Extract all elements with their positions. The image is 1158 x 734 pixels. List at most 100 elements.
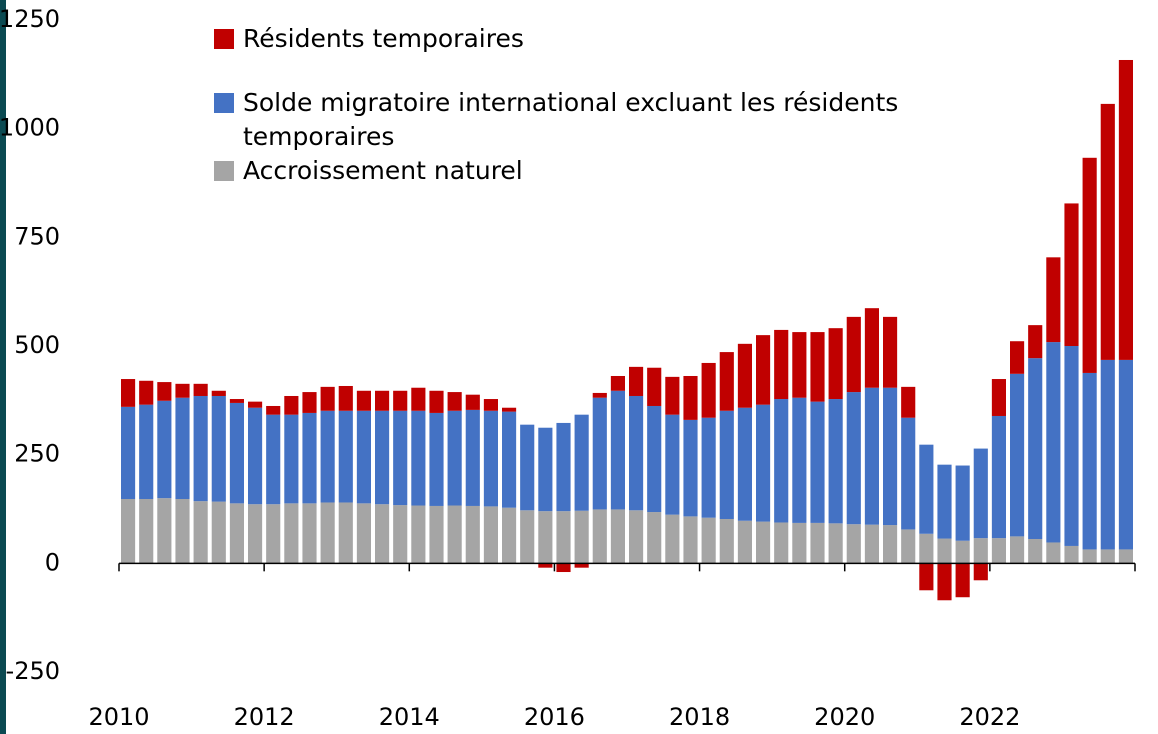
- bar: [139, 380, 154, 405]
- bar: [429, 390, 444, 413]
- bar: [955, 540, 970, 564]
- x-tick-label: 2012: [234, 703, 295, 731]
- bar: [229, 402, 244, 504]
- bar: [1046, 342, 1061, 543]
- y-tick-label: 1000: [0, 114, 60, 142]
- bar: [1010, 341, 1025, 374]
- bar: [792, 397, 807, 523]
- legend-item: Résidents temporaires: [214, 22, 983, 56]
- bar: [338, 502, 353, 564]
- bar: [955, 465, 970, 541]
- bar: [991, 379, 1006, 416]
- bar: [538, 563, 553, 568]
- bar: [610, 509, 625, 564]
- bar: [483, 399, 498, 411]
- bar: [556, 563, 571, 573]
- bar: [864, 387, 879, 525]
- bar: [647, 405, 662, 513]
- bar: [756, 335, 771, 405]
- bar: [937, 563, 952, 601]
- legend-label: Accroissement naturel: [243, 156, 523, 185]
- bar: [574, 563, 589, 568]
- bar: [229, 399, 244, 403]
- bar: [465, 394, 480, 410]
- bar: [284, 503, 299, 564]
- bar: [139, 499, 154, 564]
- bar: [1100, 549, 1115, 564]
- bar: [665, 414, 680, 515]
- bar: [483, 410, 498, 507]
- bar: [465, 409, 480, 506]
- bar: [683, 375, 698, 420]
- bar: [502, 507, 517, 564]
- bar: [810, 332, 825, 402]
- y-tick-label: -250: [6, 657, 60, 685]
- bar: [175, 397, 190, 500]
- bar: [411, 387, 426, 411]
- bar: [1118, 549, 1133, 564]
- bar: [846, 524, 861, 564]
- bar: [447, 392, 462, 411]
- bar: [901, 529, 916, 564]
- bar: [338, 385, 353, 411]
- bar: [1028, 538, 1043, 564]
- bar: [538, 427, 553, 512]
- bar: [683, 516, 698, 564]
- x-tick-label: 2010: [88, 703, 149, 731]
- bar: [266, 405, 281, 415]
- bar: [991, 538, 1006, 564]
- legend-swatch: [214, 93, 234, 113]
- x-tick-label: 2014: [379, 703, 440, 731]
- bar: [901, 386, 916, 418]
- bar: [121, 406, 136, 500]
- bar: [556, 511, 571, 564]
- legend-label: Solde migratoire international excluant …: [243, 88, 899, 151]
- bar: [1082, 157, 1097, 373]
- bar: [1028, 358, 1043, 539]
- bar: [864, 308, 879, 388]
- bar: [429, 505, 444, 564]
- bar: [520, 510, 535, 564]
- bar: [883, 316, 898, 388]
- bar: [973, 448, 988, 539]
- bar: [211, 501, 226, 564]
- bar: [1064, 203, 1079, 346]
- bar: [520, 424, 535, 511]
- bar: [121, 379, 136, 407]
- bar: [1082, 372, 1097, 550]
- bar: [592, 392, 607, 398]
- bar: [592, 509, 607, 564]
- bar: [828, 523, 843, 564]
- bar: [701, 517, 716, 564]
- bar: [991, 415, 1006, 539]
- bar: [538, 511, 553, 564]
- bar: [937, 538, 952, 564]
- bar: [211, 390, 226, 396]
- bar: [284, 395, 299, 415]
- bar: [846, 392, 861, 525]
- bar: [502, 407, 517, 412]
- bar: [266, 414, 281, 505]
- bar: [502, 411, 517, 508]
- bar: [955, 563, 970, 598]
- bar: [320, 410, 335, 503]
- bar: [719, 518, 734, 564]
- bar: [756, 404, 771, 522]
- bar: [719, 352, 734, 411]
- bar: [683, 419, 698, 517]
- bar: [973, 563, 988, 581]
- bar: [937, 464, 952, 539]
- bar: [919, 563, 934, 591]
- bar: [248, 407, 263, 505]
- bar: [901, 417, 916, 530]
- bar: [610, 390, 625, 510]
- bar: [610, 375, 625, 391]
- bar: [193, 383, 208, 396]
- bar: [737, 407, 752, 521]
- bar: [774, 329, 789, 400]
- bar: [574, 414, 589, 511]
- bar: [629, 395, 644, 511]
- bar: [411, 410, 426, 506]
- bar: [211, 395, 226, 502]
- bar: [1010, 536, 1025, 564]
